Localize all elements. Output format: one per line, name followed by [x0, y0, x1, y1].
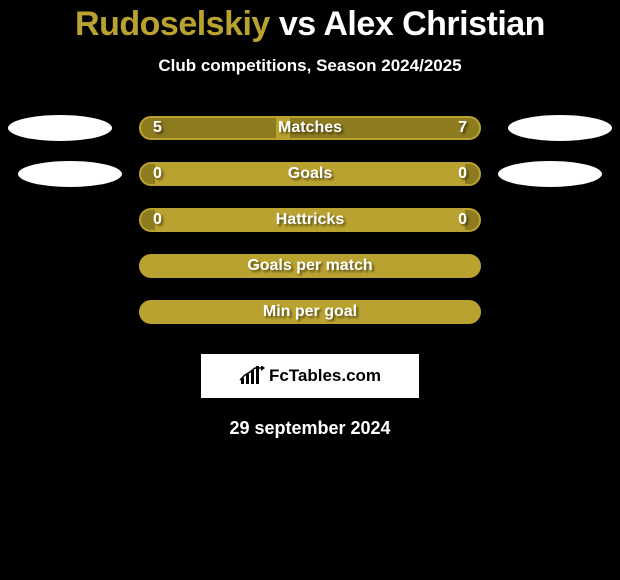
stat-label: Hattricks — [276, 211, 344, 229]
comparison-card: Rudoselskiy vs Alex Christian Club compe… — [0, 0, 620, 439]
stat-rows: 5 7 Matches 0 0 Goals 0 0 Hattricks Goals per mat… — [139, 116, 481, 324]
bar-fill-right — [465, 210, 479, 230]
avatar-placeholder-right-2 — [498, 161, 602, 187]
stat-row: 5 7 Matches — [139, 116, 481, 140]
stat-value-left: 0 — [153, 165, 162, 183]
stat-label: Matches — [278, 119, 342, 137]
avatar-placeholder-right-1 — [508, 115, 612, 141]
stat-label: Goals per match — [247, 257, 372, 275]
stat-row: 0 0 Hattricks — [139, 208, 481, 232]
bar-fill-right — [465, 164, 479, 184]
stat-value-right: 0 — [458, 165, 467, 183]
title-player2: Alex Christian — [323, 5, 545, 43]
stat-row: 0 0 Goals — [139, 162, 481, 186]
chart-icon — [239, 366, 265, 386]
stat-value-right: 0 — [458, 211, 467, 229]
stat-label: Min per goal — [263, 303, 357, 321]
stat-value-left: 5 — [153, 119, 162, 137]
avatar-placeholder-left-2 — [18, 161, 122, 187]
date-line: 29 september 2024 — [0, 418, 620, 439]
logo-box[interactable]: FcTables.com — [201, 354, 419, 398]
avatar-placeholder-left-1 — [8, 115, 112, 141]
stat-value-right: 7 — [458, 119, 467, 137]
stat-row: Min per goal — [139, 300, 481, 324]
title-vs: vs — [279, 5, 316, 43]
subtitle: Club competitions, Season 2024/2025 — [0, 56, 620, 76]
page-title: Rudoselskiy vs Alex Christian — [0, 5, 620, 44]
stats-area: 5 7 Matches 0 0 Goals 0 0 Hattricks Goals per mat… — [0, 116, 620, 324]
stat-label: Goals — [288, 165, 332, 183]
stat-value-left: 0 — [153, 211, 162, 229]
logo-text: FcTables.com — [269, 366, 381, 386]
stat-row: Goals per match — [139, 254, 481, 278]
title-player1: Rudoselskiy — [75, 5, 270, 43]
